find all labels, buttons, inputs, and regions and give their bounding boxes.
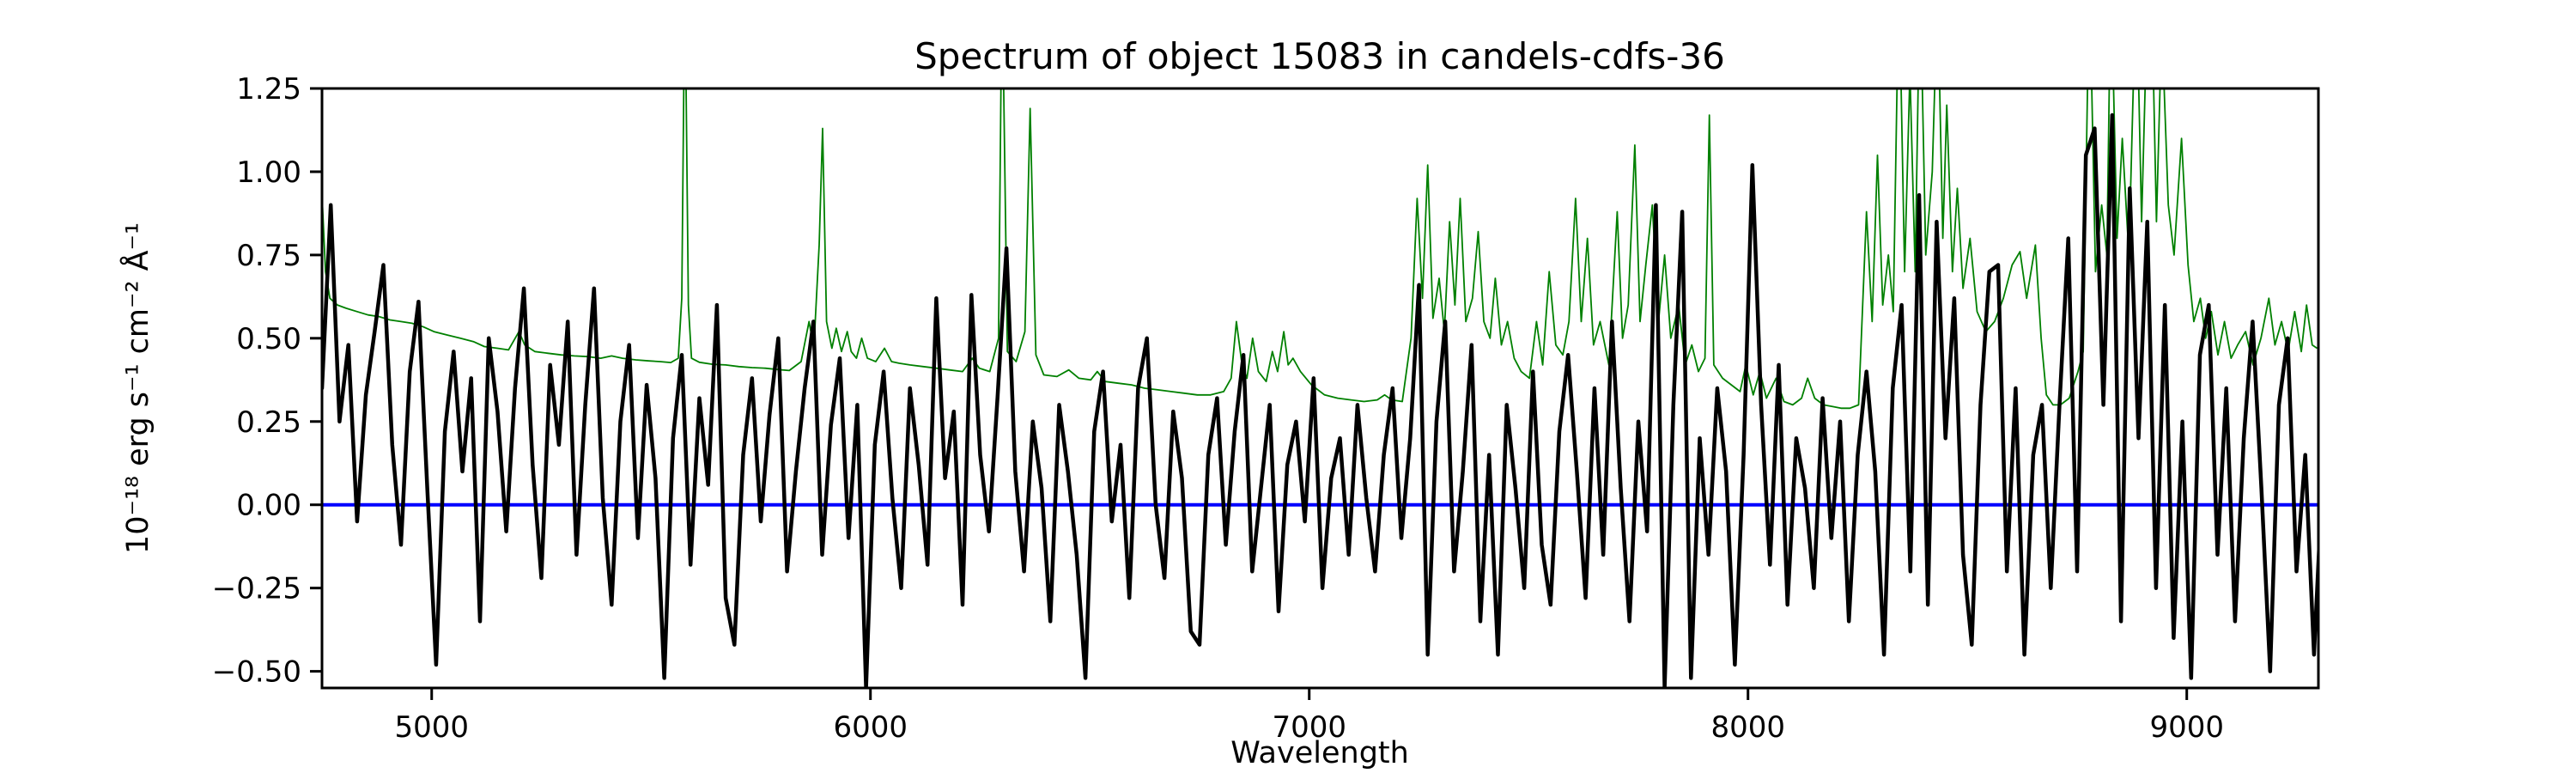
plot-title: Spectrum of object 15083 in candels-cdfs… — [914, 35, 1725, 77]
plot-border — [320, 87, 2320, 690]
y-tick-label: 1.00 — [236, 155, 301, 190]
y-tick-label: 0.00 — [236, 489, 301, 523]
x-tick-label: 6000 — [833, 710, 908, 745]
y-tick-label: 0.25 — [236, 405, 301, 440]
x-tick-label: 8000 — [1710, 710, 1785, 745]
sky-spectrum-line — [322, 88, 2318, 410]
x-tick-label: 7000 — [1272, 710, 1346, 745]
y-axis-label: 10⁻¹⁸ erg s⁻¹ cm⁻² Å⁻¹ — [118, 222, 155, 554]
y-tick-label: −0.25 — [212, 572, 301, 606]
axes-ticks-group: 5000 6000 7000 8000 9000 −0.50 −0.25 0.00 0.25 0.… — [212, 72, 2224, 745]
x-axis-label: Wavelength — [1230, 736, 1409, 770]
y-tick-label: 0.50 — [236, 322, 301, 356]
data-series-group — [322, 88, 2318, 688]
y-tick-label: 1.25 — [236, 72, 301, 107]
y-tick-label: 0.75 — [236, 239, 301, 273]
y-tick-label: −0.50 — [212, 655, 301, 690]
x-tick-label: 9000 — [2149, 710, 2224, 745]
x-tick-label: 5000 — [394, 710, 469, 745]
object-spectrum-line — [322, 113, 2318, 688]
